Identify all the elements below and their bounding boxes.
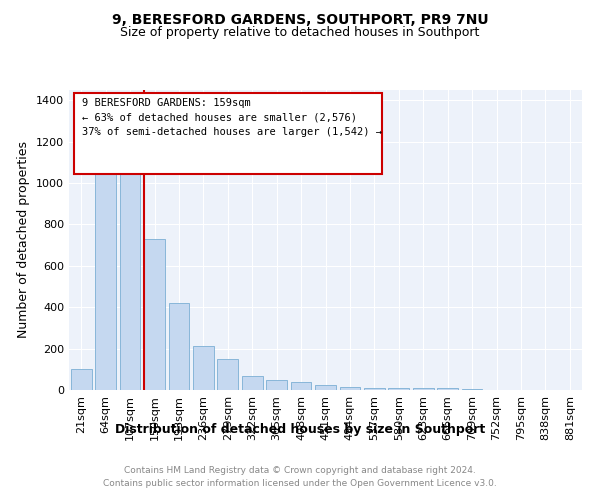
Bar — [388, 388, 409, 390]
Bar — [119, 150, 140, 390]
Bar — [217, 359, 238, 390]
Bar — [413, 388, 434, 390]
FancyBboxPatch shape — [74, 93, 382, 174]
Bar — [266, 380, 287, 390]
Text: Size of property relative to detached houses in Southport: Size of property relative to detached ho… — [121, 26, 479, 39]
Bar — [144, 239, 165, 390]
Text: Distribution of detached houses by size in Southport: Distribution of detached houses by size … — [115, 422, 485, 436]
Text: Contains public sector information licensed under the Open Government Licence v3: Contains public sector information licen… — [103, 479, 497, 488]
Bar — [193, 346, 214, 390]
Bar — [169, 303, 190, 390]
Text: Contains HM Land Registry data © Crown copyright and database right 2024.: Contains HM Land Registry data © Crown c… — [124, 466, 476, 475]
Bar — [364, 388, 385, 390]
Text: 9, BERESFORD GARDENS, SOUTHPORT, PR9 7NU: 9, BERESFORD GARDENS, SOUTHPORT, PR9 7NU — [112, 12, 488, 26]
Text: 9 BERESFORD GARDENS: 159sqm
← 63% of detached houses are smaller (2,576)
37% of : 9 BERESFORD GARDENS: 159sqm ← 63% of det… — [82, 98, 382, 137]
Bar — [340, 388, 361, 390]
Bar — [71, 370, 92, 390]
Bar — [242, 376, 263, 390]
Bar — [461, 389, 482, 390]
Bar — [95, 150, 116, 390]
Bar — [437, 388, 458, 390]
Bar — [290, 382, 311, 390]
Y-axis label: Number of detached properties: Number of detached properties — [17, 142, 31, 338]
Bar — [315, 386, 336, 390]
